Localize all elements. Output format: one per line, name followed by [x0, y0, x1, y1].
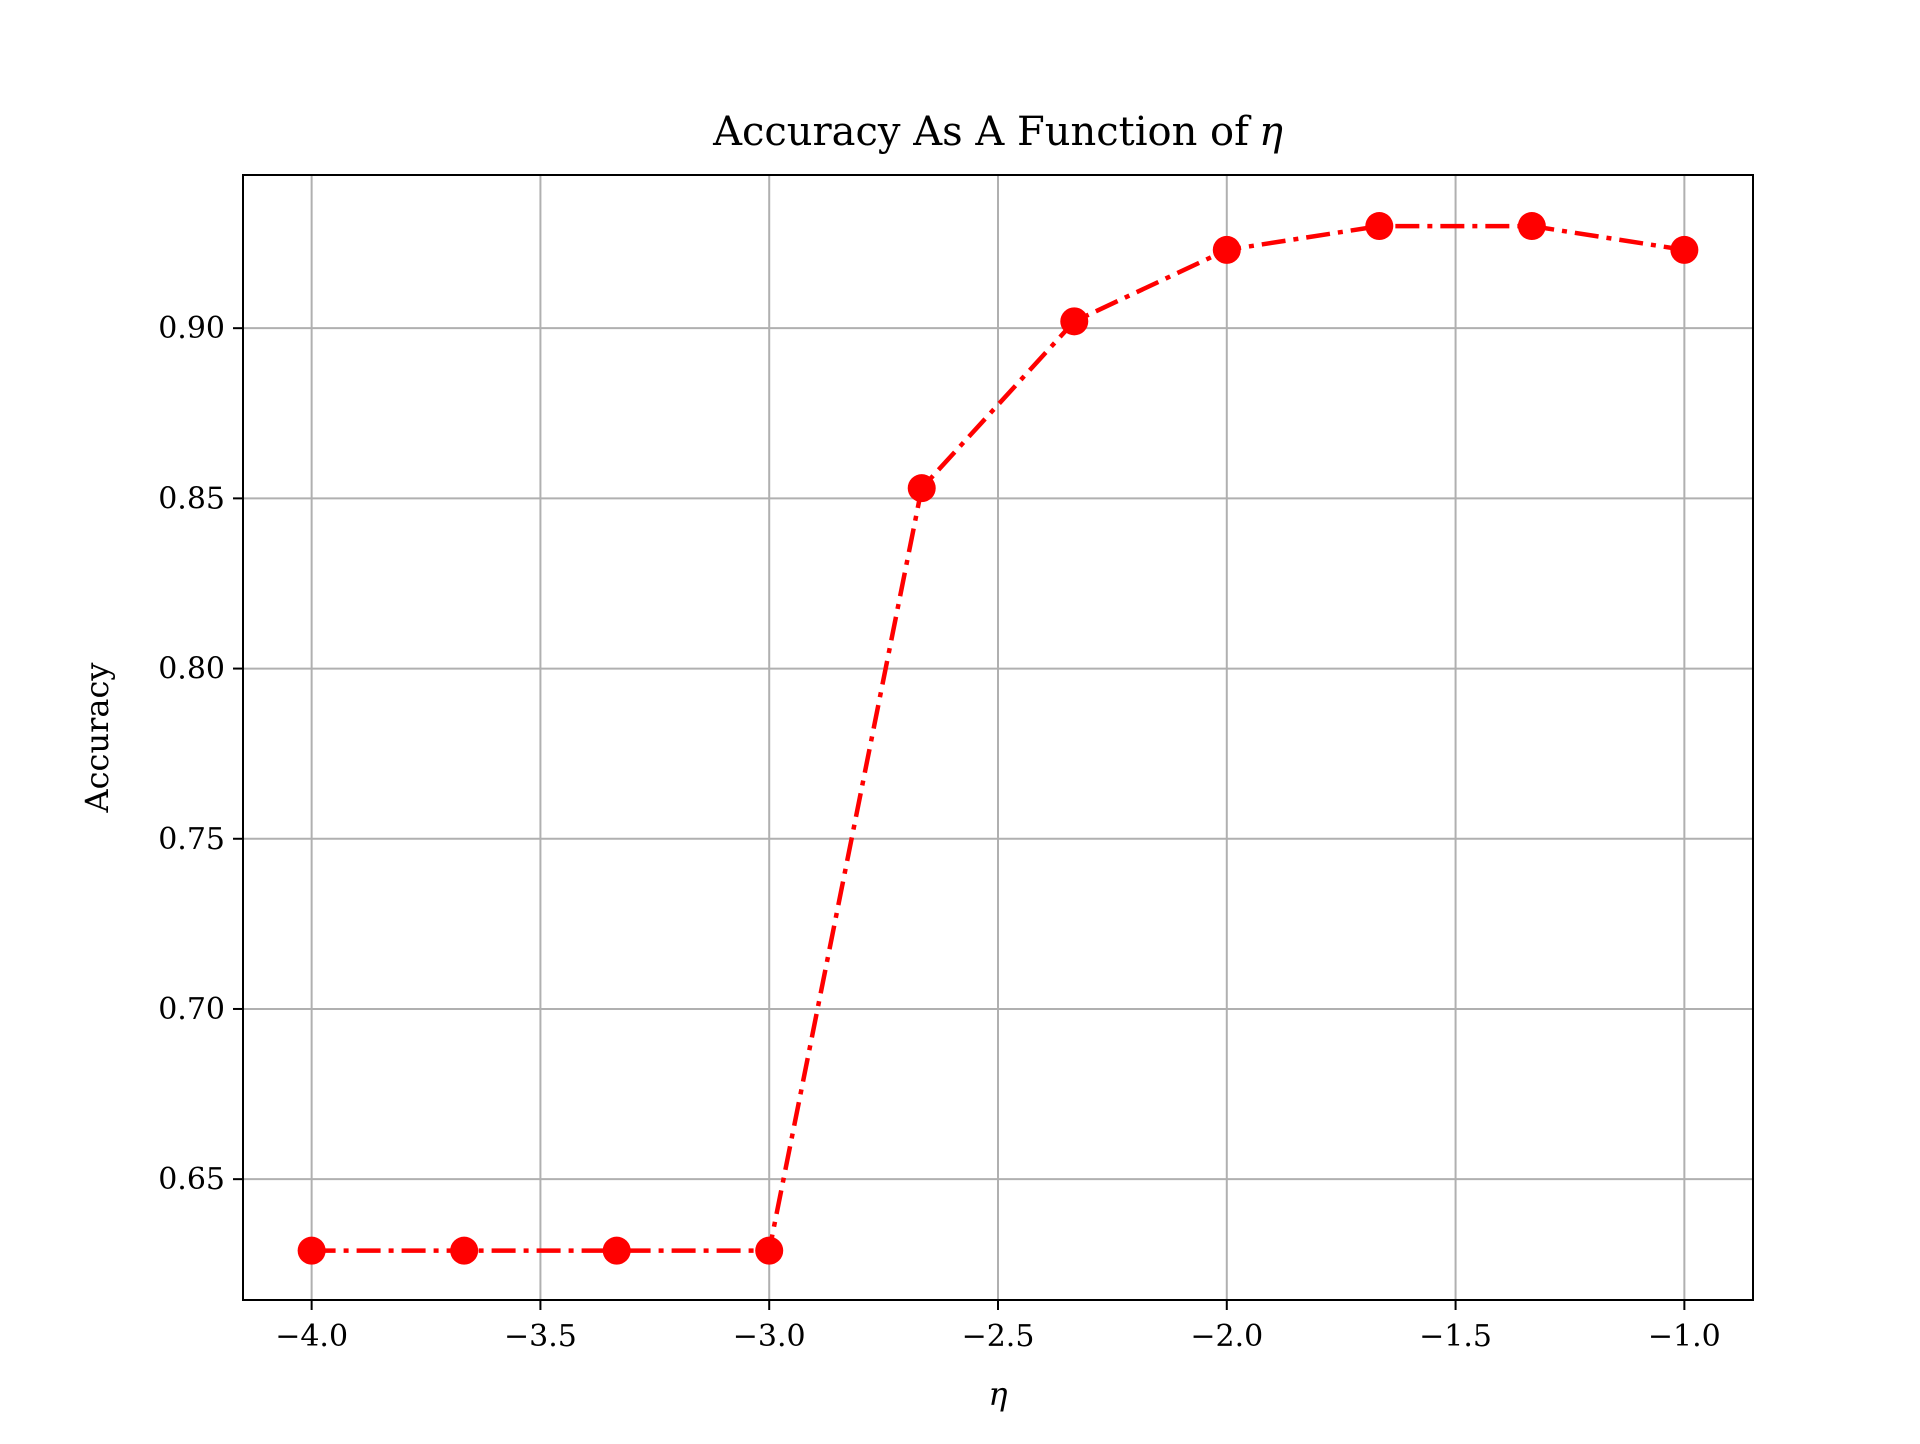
x-tick-label: −3.5: [504, 1319, 577, 1354]
y-tick-label: 0.85: [158, 481, 225, 516]
axis-ticks: −4.0 −3.5 −3.0 −2.5 −2.0 −1.5 −1.0 0.65 0.70 0.75…: [158, 311, 1721, 1354]
data-point: [907, 474, 936, 503]
x-tick-label: −1.5: [1419, 1319, 1492, 1354]
data-point: [755, 1236, 784, 1265]
x-tick-label: −3.0: [733, 1319, 806, 1354]
data-point: [1517, 212, 1546, 241]
x-tick-label: −4.0: [275, 1319, 348, 1354]
y-tick-label: 0.75: [158, 822, 225, 857]
y-tick-label: 0.65: [158, 1162, 225, 1197]
data-point: [1365, 212, 1394, 241]
grid-lines: [243, 175, 1753, 1300]
data-point: [297, 1236, 326, 1265]
data-point: [1060, 307, 1089, 336]
series-line: [311, 223, 1685, 1253]
y-tick-label: 0.90: [158, 311, 225, 346]
data-point: [1212, 235, 1241, 264]
data-point: [1670, 235, 1699, 264]
y-tick-label: 0.80: [158, 652, 225, 687]
series-line-group: [297, 212, 1699, 1265]
y-axis-label: Accuracy: [78, 663, 116, 814]
data-point: [450, 1236, 479, 1265]
chart-title-symbol: η: [1259, 109, 1283, 155]
y-tick-label: 0.70: [158, 992, 225, 1027]
chart-title-text: Accuracy As A Function of: [712, 109, 1252, 155]
x-axis-label: η: [988, 1375, 1007, 1413]
x-tick-label: −2.5: [962, 1319, 1035, 1354]
x-tick-label: −2.0: [1190, 1319, 1263, 1354]
x-tick-label: −1.0: [1648, 1319, 1721, 1354]
data-point: [602, 1236, 631, 1265]
chart-title: Accuracy As A Function of η: [712, 109, 1283, 155]
